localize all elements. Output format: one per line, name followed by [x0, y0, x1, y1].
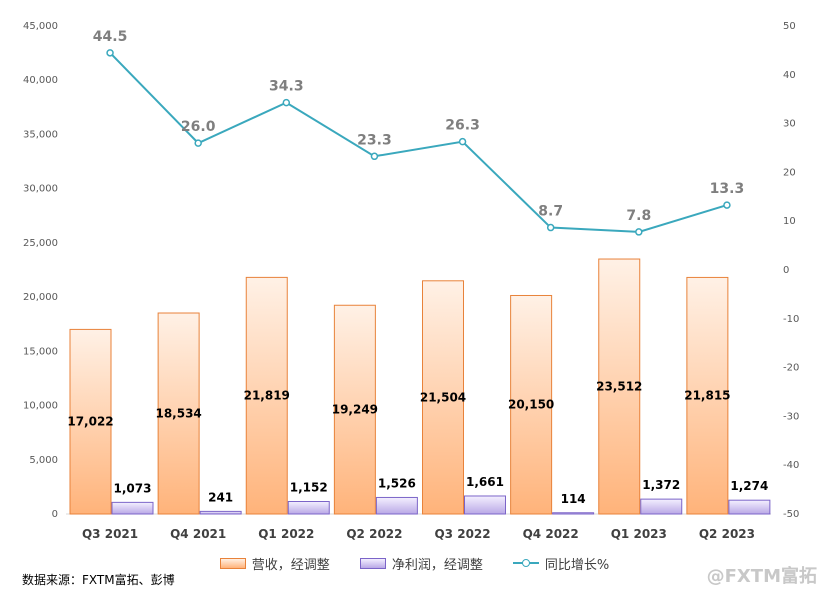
- label-growth: 34.3: [269, 79, 304, 95]
- legend-label-growth: 同比增长%: [544, 557, 610, 573]
- y-right-tick: -50: [783, 509, 799, 520]
- y-left-tick: 30,000: [23, 184, 58, 195]
- y-right-tick: 50: [783, 21, 796, 32]
- label-profit: 1,526: [378, 476, 416, 490]
- growth-point[interactable]: [194, 139, 202, 147]
- y-left-tick: 5,000: [29, 455, 58, 466]
- bar-revenue[interactable]: [598, 258, 641, 515]
- label-revenue: 19,249: [332, 403, 378, 417]
- legend-swatch-revenue: [219, 557, 246, 569]
- legend: 营收，经调整 净利润，经调整 同比增长%: [0, 552, 829, 574]
- y-left-tick: 10,000: [23, 401, 58, 412]
- growth-point[interactable]: [635, 228, 643, 236]
- y-right-tick: -40: [783, 460, 799, 471]
- label-revenue: 21,819: [244, 389, 290, 403]
- y-right-tick: -20: [783, 363, 799, 374]
- bar-revenue[interactable]: [422, 280, 464, 515]
- legend-item-growth[interactable]: 同比增长%: [512, 554, 610, 573]
- x-tick-label: Q1 2022: [258, 527, 314, 541]
- legend-item-revenue[interactable]: 营收，经调整: [219, 554, 330, 573]
- bar-profit[interactable]: [287, 501, 330, 515]
- axes: 0 5,000 10,000 15,000 20,000 25,000 30,000 35,0…: [23, 21, 799, 541]
- growth-point[interactable]: [723, 201, 731, 209]
- bar-revenue[interactable]: [510, 294, 553, 515]
- growth-polyline: [109, 52, 728, 233]
- label-revenue: 17,022: [67, 415, 113, 429]
- y-left-tick: 45,000: [23, 21, 58, 32]
- watermark: @FXTM富拓: [706, 566, 817, 587]
- label-growth: 13.3: [710, 181, 745, 197]
- y-left-tick: 20,000: [23, 292, 58, 303]
- y-left-tick: 35,000: [23, 129, 58, 140]
- data-labels: 17,022 1,073 18,534 241 21,819 1,152 19,249 1,5…: [67, 29, 768, 506]
- label-growth: 44.5: [93, 29, 128, 45]
- y-left-tick: 15,000: [23, 346, 58, 357]
- label-profit: 1,372: [642, 478, 680, 492]
- growth-point[interactable]: [546, 223, 555, 232]
- bar-profit[interactable]: [464, 495, 506, 515]
- source-note: 数据来源：FXTM富拓、彭博: [22, 573, 175, 587]
- x-tick-label: Q3 2022: [434, 527, 490, 541]
- y-right-tick: 0: [783, 265, 789, 276]
- x-tick-label: Q1 2023: [611, 527, 667, 541]
- y-right-tick: 10: [783, 216, 796, 227]
- label-growth: 26.0: [181, 119, 216, 135]
- x-tick-label: Q3 2021: [82, 527, 138, 541]
- bar-profit[interactable]: [111, 501, 154, 515]
- label-revenue: 18,534: [155, 407, 201, 421]
- label-profit: 1,661: [466, 475, 504, 489]
- y-right-tick: 40: [783, 70, 796, 81]
- bar-revenue[interactable]: [686, 276, 729, 515]
- growth-line: [106, 49, 731, 236]
- bar-revenue[interactable]: [157, 312, 200, 515]
- label-revenue: 21,815: [684, 389, 730, 403]
- y-left-tick: 40,000: [23, 75, 58, 86]
- bar-revenue[interactable]: [333, 304, 376, 515]
- label-profit: 114: [561, 492, 586, 506]
- label-profit: 1,152: [290, 481, 328, 495]
- legend-swatch-profit: [359, 557, 386, 569]
- label-growth: 7.8: [626, 208, 651, 224]
- y-right-tick: 30: [783, 119, 796, 130]
- label-growth: 26.3: [445, 118, 480, 134]
- bar-profit[interactable]: [728, 499, 771, 515]
- y-left-tick: 25,000: [23, 238, 58, 249]
- bar-profit[interactable]: [552, 512, 595, 515]
- legend-swatch-growth: [512, 557, 539, 569]
- y-right-tick: -10: [783, 314, 799, 325]
- growth-point[interactable]: [106, 49, 114, 57]
- x-tick-label: Q2 2023: [699, 527, 755, 541]
- x-tick-label: Q4 2022: [523, 527, 579, 541]
- label-growth: 8.7: [538, 204, 563, 220]
- label-profit: 1,274: [730, 479, 768, 493]
- y-left-tick: 0: [52, 509, 58, 520]
- bar-revenue[interactable]: [69, 328, 112, 515]
- label-revenue: 23,512: [596, 380, 642, 394]
- legend-label-revenue: 营收，经调整: [251, 557, 330, 573]
- growth-point[interactable]: [370, 152, 379, 161]
- bar-profit[interactable]: [640, 498, 683, 515]
- label-revenue: 21,504: [420, 390, 466, 404]
- legend-label-profit: 净利润，经调整: [391, 557, 483, 573]
- y-right-tick: -30: [783, 411, 799, 422]
- label-profit: 241: [208, 490, 233, 504]
- label-profit: 1,073: [114, 481, 152, 495]
- x-tick-label: Q2 2022: [346, 527, 402, 541]
- y-right-tick: 20: [783, 167, 796, 178]
- bar-revenue[interactable]: [245, 276, 288, 515]
- bar-profit[interactable]: [199, 510, 242, 515]
- x-tick-label: Q4 2021: [170, 527, 226, 541]
- growth-point[interactable]: [282, 98, 291, 107]
- growth-point[interactable]: [458, 137, 467, 146]
- legend-item-profit[interactable]: 净利润，经调整: [359, 554, 483, 573]
- bars: [69, 258, 771, 515]
- label-revenue: 20,150: [508, 398, 554, 412]
- bar-profit[interactable]: [375, 496, 418, 515]
- label-growth: 23.3: [357, 132, 392, 148]
